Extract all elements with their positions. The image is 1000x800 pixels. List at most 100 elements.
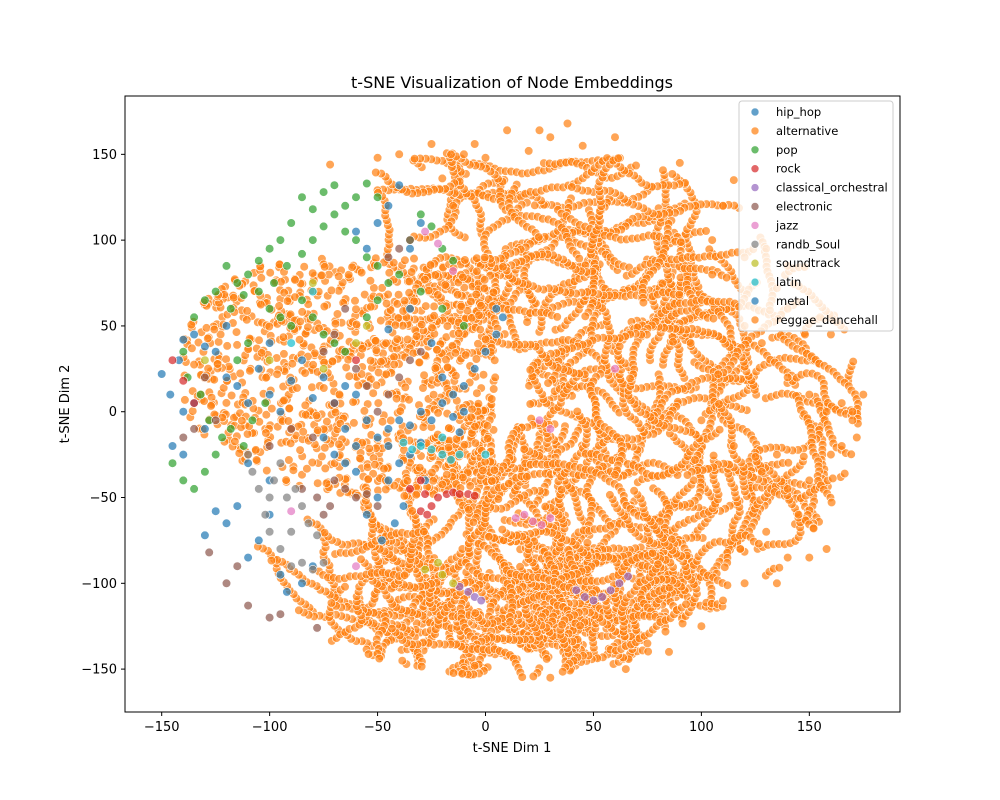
scatter-point-alternative xyxy=(404,276,414,287)
scatter-point-alternative xyxy=(720,562,730,572)
scatter-point-alternative xyxy=(373,398,383,408)
scatter-point-alternative xyxy=(381,484,391,495)
scatter-point-alternative xyxy=(286,438,296,448)
scatter-point-alternative xyxy=(722,580,733,590)
scatter-point-alternative xyxy=(295,445,305,455)
scatter-point-alternative xyxy=(353,380,363,390)
scatter-point-alternative xyxy=(222,341,232,351)
scatter-point-alternative xyxy=(386,415,396,426)
scatter-point-alternative xyxy=(522,317,532,327)
scatter-point-alternative xyxy=(427,467,437,478)
scatter-point-alternative xyxy=(357,268,367,278)
scatter-point-alternative xyxy=(400,382,410,392)
scatter-point-alternative xyxy=(424,285,434,296)
scatter-point-alternative xyxy=(826,497,837,508)
scatter-point-alternative xyxy=(320,262,330,272)
scatter-point-alternative xyxy=(371,167,381,178)
scatter-point-alternative xyxy=(379,464,389,474)
scatter-point-alternative xyxy=(522,472,532,482)
scatter-point-alternative xyxy=(400,255,410,265)
scatter-point-alternative xyxy=(471,289,481,300)
scatter-point-alternative xyxy=(287,359,297,369)
scatter-point-alternative xyxy=(429,311,439,321)
scatter-point-alternative xyxy=(292,383,302,393)
scatter-point-alternative xyxy=(418,383,428,393)
scatter-point-alternative xyxy=(848,357,858,367)
scatter-point-alternative xyxy=(274,301,284,311)
scatter-point-alternative xyxy=(783,458,793,468)
scatter-point-alternative xyxy=(245,366,255,376)
scatter-point-alternative xyxy=(284,403,294,414)
scatter-point-alternative xyxy=(321,478,332,488)
scatter-point-alternative xyxy=(519,444,529,454)
scatter-point-alternative xyxy=(261,428,271,438)
scatter-point-alternative xyxy=(420,275,430,285)
scatter-point-alternative xyxy=(272,369,282,379)
scatter-point-alternative xyxy=(721,273,732,283)
scatter-point-alternative xyxy=(487,476,497,486)
scatter-point-alternative xyxy=(488,287,499,298)
scatter-point-alternative xyxy=(288,465,299,475)
scatter-point-alternative xyxy=(450,348,460,358)
scatter-point-alternative xyxy=(376,316,386,326)
scatter-point-alternative xyxy=(451,371,461,381)
scatter-point-alternative xyxy=(302,464,312,474)
scatter-point-alternative xyxy=(418,422,429,432)
scatter-point-alternative xyxy=(580,311,590,321)
scatter-point-alternative xyxy=(214,337,224,347)
scatter-point-alternative xyxy=(284,455,294,465)
scatter-point-alternative xyxy=(404,395,414,405)
scatter-point-alternative xyxy=(478,466,488,476)
scatter-point-alternative xyxy=(209,324,219,335)
scatter-point-alternative xyxy=(243,429,253,439)
scatter-points xyxy=(157,118,868,683)
scatter-point-alternative xyxy=(473,339,483,349)
chart-title: t-SNE Visualization of Node Embeddings xyxy=(351,73,673,92)
scatter-point-alternative xyxy=(365,276,376,286)
scatter-point-alternative xyxy=(407,267,417,277)
scatter-point-alternative xyxy=(232,340,242,350)
scatter-point-alternative xyxy=(261,373,271,383)
scatter-point-alternative xyxy=(371,336,381,346)
scatter-point-alternative xyxy=(201,323,212,333)
scatter-point-alternative xyxy=(658,165,668,175)
scatter-point-alternative xyxy=(525,399,535,409)
scatter-point-alternative xyxy=(350,296,360,306)
scatter-point-alternative xyxy=(461,350,471,360)
scatter-point-alternative xyxy=(297,307,307,317)
scatter-point-alternative xyxy=(525,365,535,375)
scatter-point-alternative xyxy=(556,485,567,495)
scatter-point-alternative xyxy=(317,451,327,462)
scatter-point-alternative xyxy=(667,169,677,179)
scatter-point-alternative xyxy=(464,505,474,515)
scatter-point-alternative xyxy=(484,532,494,542)
scatter-point-alternative xyxy=(481,334,491,345)
scatter-point-alternative xyxy=(605,490,615,500)
scatter-point-alternative xyxy=(750,452,761,462)
scatter-point-alternative xyxy=(262,466,272,476)
scatter-point-alternative xyxy=(319,301,330,312)
scatter-point-alternative xyxy=(614,341,625,351)
scatter-point-alternative xyxy=(415,463,425,473)
scatter-point-alternative xyxy=(256,300,266,310)
scatter-point-alternative xyxy=(235,368,245,379)
scatter-point-alternative xyxy=(344,270,354,280)
scatter-point-alternative xyxy=(708,314,719,324)
scatter-point-alternative xyxy=(189,360,199,370)
scatter-point-alternative xyxy=(433,408,443,418)
scatter-point-alternative xyxy=(368,388,378,398)
scatter-point-alternative xyxy=(676,237,686,247)
scatter-point-alternative xyxy=(774,563,784,573)
scatter-point-alternative xyxy=(459,440,470,450)
scatter-point-alternative xyxy=(278,332,289,342)
scatter-point-alternative xyxy=(279,395,289,406)
scatter-point-alternative xyxy=(574,253,584,264)
scatter-point-alternative xyxy=(638,298,649,308)
scatter-point-alternative xyxy=(631,160,641,171)
scatter-point-alternative xyxy=(567,182,577,192)
scatter-point-alternative xyxy=(308,268,318,278)
scatter-point-alternative xyxy=(489,465,499,475)
scatter-point-alternative xyxy=(472,253,482,263)
scatter-point-alternative xyxy=(429,301,439,312)
scatter-point-alternative xyxy=(840,469,850,479)
